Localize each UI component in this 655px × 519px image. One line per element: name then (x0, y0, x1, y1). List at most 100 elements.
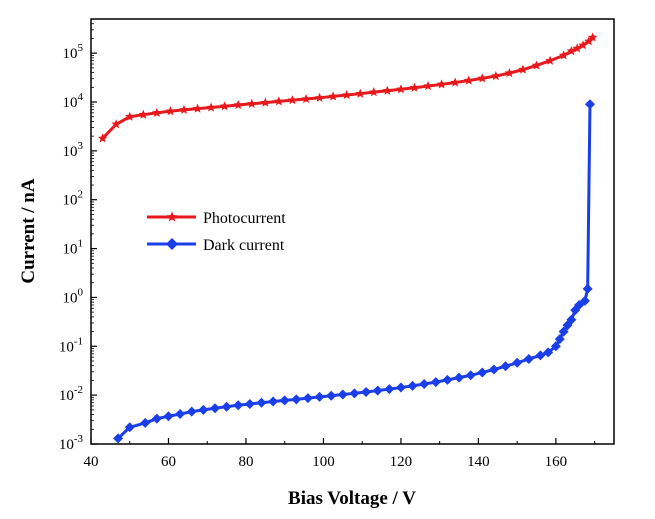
data-point-photocurrent (491, 71, 501, 81)
y-tick-label: 10-1 (59, 335, 83, 355)
data-point-dark-current (430, 377, 441, 388)
data-point-dark-current (384, 384, 395, 395)
data-point-photocurrent (504, 68, 515, 78)
data-point-photocurrent (206, 102, 216, 112)
data-point-photocurrent (314, 92, 325, 102)
data-point-dark-current (140, 417, 151, 428)
data-point-dark-current (488, 364, 499, 375)
data-point-dark-current (314, 391, 325, 402)
data-point-photocurrent (233, 99, 243, 110)
y-tick-label: 103 (63, 140, 84, 160)
x-tick-label: 40 (84, 454, 99, 470)
data-point-dark-current (256, 397, 267, 408)
data-point-dark-current (361, 386, 372, 397)
data-point-photocurrent (341, 90, 352, 100)
data-point-photocurrent (558, 50, 569, 60)
data-point-dark-current (407, 380, 418, 391)
legend: Photocurrent Dark current (147, 210, 286, 254)
data-point-dark-current (337, 389, 348, 400)
legend-label-photocurrent: Photocurrent (203, 210, 286, 227)
data-point-dark-current (454, 372, 465, 383)
data-point-dark-current (500, 361, 511, 372)
data-point-photocurrent (587, 32, 598, 42)
data-point-photocurrent (301, 94, 311, 104)
x-tick-label: 80 (238, 454, 253, 470)
data-point-photocurrent (572, 43, 582, 53)
data-point-dark-current (584, 99, 595, 110)
y-tick-label: 10-3 (59, 433, 84, 453)
data-point-photocurrent (260, 97, 271, 107)
data-point-photocurrent (192, 103, 203, 113)
series-line-dark-current (117, 104, 592, 440)
data-point-dark-current (233, 400, 244, 411)
data-point-photocurrent (111, 119, 121, 129)
x-tick-label: 60 (161, 454, 176, 470)
data-point-photocurrent (382, 85, 393, 95)
data-point-photocurrent (152, 107, 162, 117)
data-point-dark-current (349, 388, 360, 399)
y-tick-label: 104 (63, 91, 84, 111)
data-point-dark-current (419, 379, 430, 390)
data-point-dark-current (554, 334, 565, 345)
y-tick-label: 102 (63, 189, 84, 209)
data-point-photocurrent (124, 111, 135, 121)
data-point-dark-current (291, 394, 302, 405)
data-point-photocurrent (423, 81, 433, 91)
data-point-dark-current (279, 395, 290, 406)
y-tick-label: 10-2 (59, 384, 83, 404)
data-point-dark-current (302, 393, 313, 404)
data-point-photocurrent (518, 64, 528, 74)
data-point-dark-current (535, 350, 546, 361)
data-point-photocurrent (328, 91, 338, 101)
x-tick-label: 120 (390, 454, 413, 470)
data-point-dark-current (558, 326, 569, 337)
data-point-dark-current (326, 390, 337, 401)
data-point-photocurrent (566, 46, 577, 56)
data-point-dark-current (113, 433, 124, 444)
data-point-photocurrent (287, 95, 298, 105)
data-point-photocurrent (355, 88, 365, 98)
y-tick-label: 101 (63, 238, 84, 258)
data-point-dark-current (582, 283, 593, 294)
legend-label-dark-current: Dark current (203, 237, 285, 254)
data-point-photocurrent (97, 133, 108, 143)
data-point-dark-current (579, 295, 590, 306)
data-point-photocurrent (436, 79, 447, 89)
data-point-dark-current (244, 398, 255, 409)
data-point-dark-current (372, 385, 383, 396)
data-point-dark-current (395, 382, 406, 393)
data-point-dark-current (543, 347, 554, 358)
y-tick-label: 105 (63, 42, 84, 62)
x-axis-title: Bias Voltage / V (288, 488, 416, 509)
data-point-dark-current (512, 357, 523, 368)
data-point-photocurrent (396, 84, 406, 94)
data-point-dark-current (550, 341, 561, 352)
series-line-photocurrent (101, 36, 594, 140)
y-axis-title: Current / nA (18, 178, 39, 283)
data-point-photocurrent (463, 75, 474, 85)
x-tick-label: 160 (545, 454, 568, 470)
data-point-dark-current (523, 353, 534, 364)
x-tick-label: 100 (312, 454, 335, 470)
data-point-photocurrent (450, 77, 460, 87)
plot-frame (90, 18, 615, 445)
data-point-photocurrent (274, 96, 284, 106)
data-point-photocurrent (545, 55, 555, 65)
data-point-dark-current (442, 374, 453, 385)
data-point-photocurrent (477, 73, 488, 83)
data-point-photocurrent (219, 101, 230, 111)
data-point-photocurrent (247, 98, 257, 108)
legend-marker-dark-current (166, 238, 178, 250)
data-point-photocurrent (409, 82, 420, 92)
data-point-dark-current (163, 411, 174, 422)
data-point-photocurrent (138, 109, 149, 119)
axis-ticks: 40 60 80 100 120 140 160 105 104 103 102 101 100 10-1… (59, 18, 596, 470)
data-point-dark-current (465, 370, 476, 381)
data-point-dark-current (151, 413, 162, 424)
data-point-dark-current (566, 314, 577, 325)
x-tick-label: 140 (467, 454, 490, 470)
data-point-dark-current (175, 409, 186, 420)
data-point-photocurrent (578, 40, 588, 50)
data-point-dark-current (124, 422, 135, 433)
